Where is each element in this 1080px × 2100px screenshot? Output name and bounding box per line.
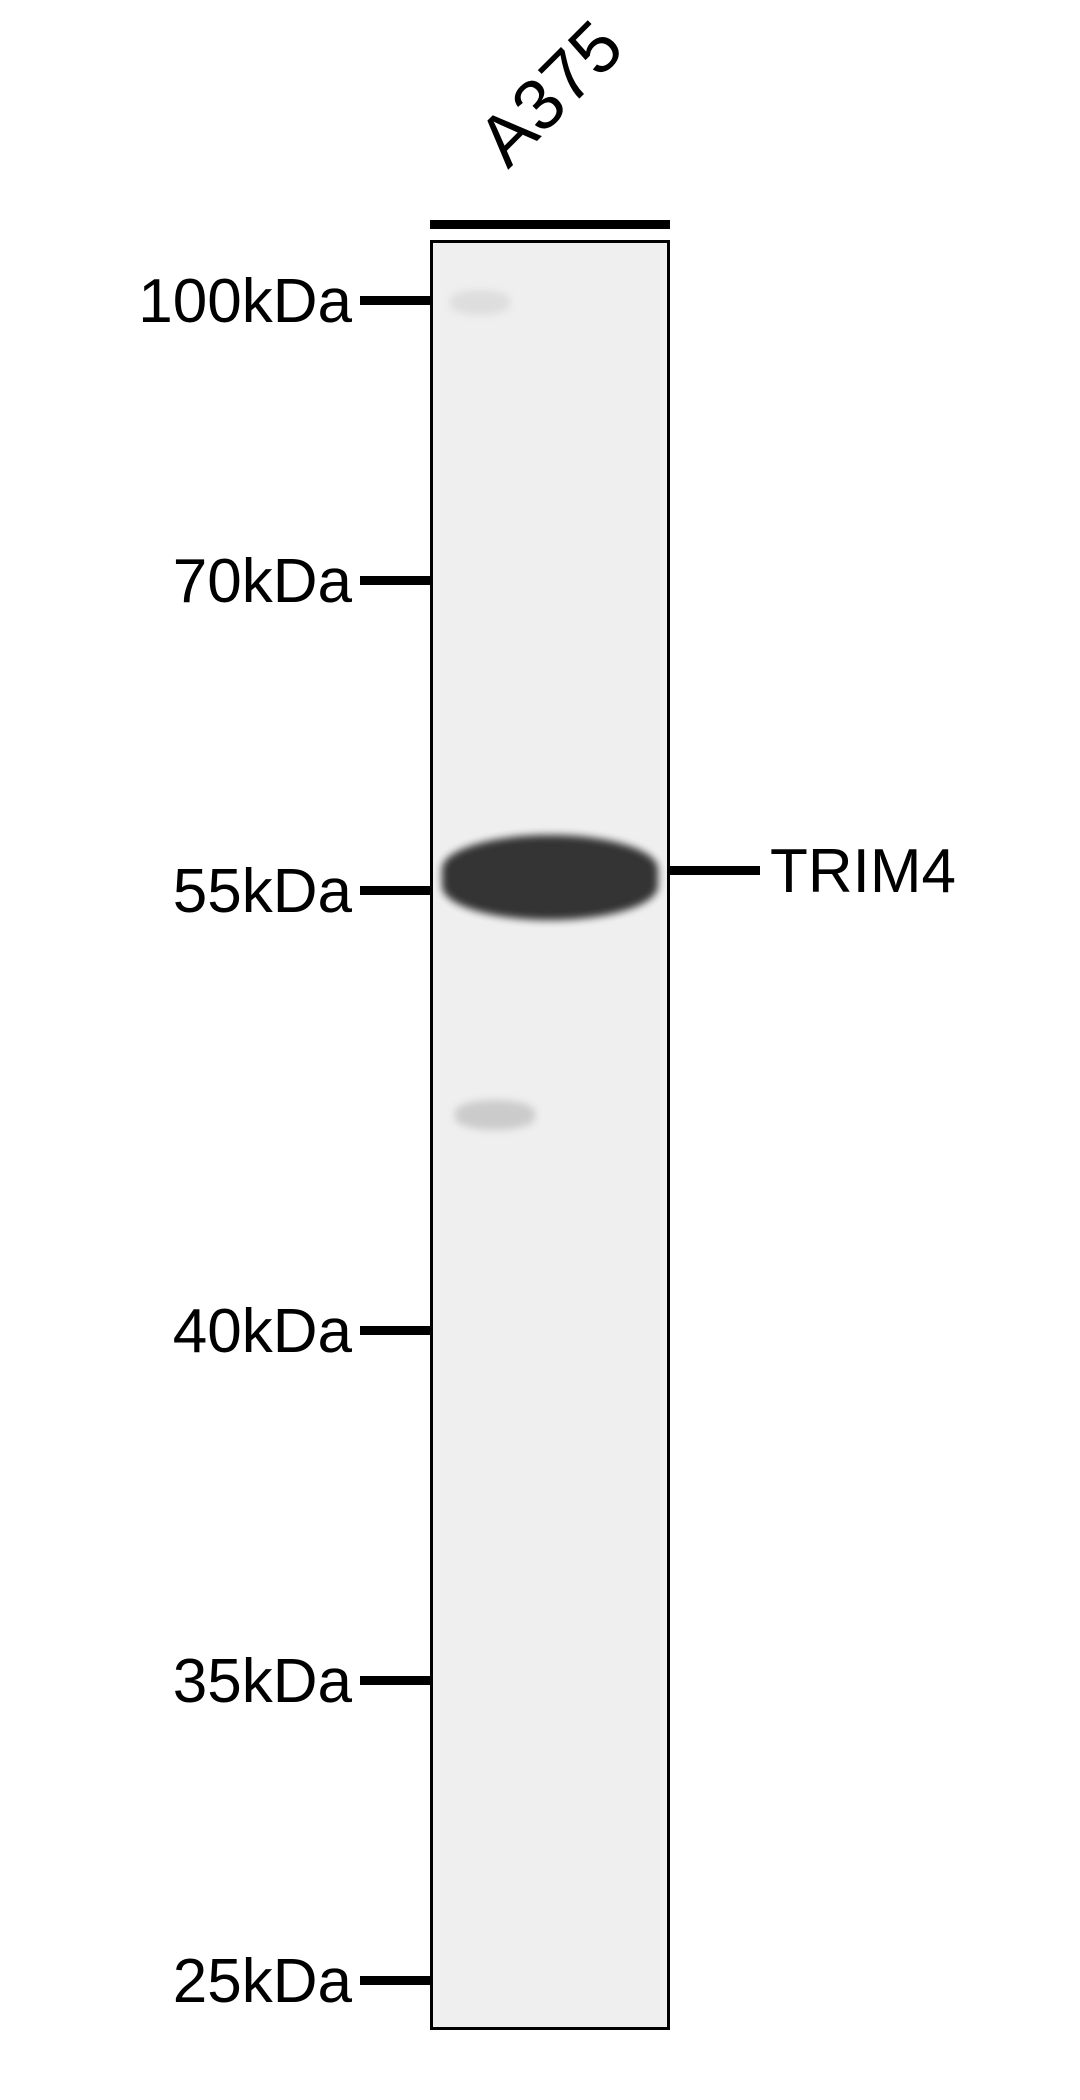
mw-label-0: 100kDa <box>138 266 352 337</box>
mw-tick-4 <box>360 1676 430 1685</box>
mw-label-1: 70kDa <box>173 546 352 617</box>
mw-tick-5 <box>360 1976 430 1985</box>
target-tick <box>670 866 760 875</box>
mw-tick-0 <box>360 296 430 305</box>
mw-tick-1 <box>360 576 430 585</box>
mw-tick-3 <box>360 1326 430 1335</box>
target-label: TRIM4 <box>770 836 956 907</box>
lane-underline <box>430 220 670 229</box>
mw-tick-2 <box>360 886 430 895</box>
band-2 <box>450 290 510 315</box>
mw-label-3: 40kDa <box>173 1296 352 1367</box>
mw-label-5: 25kDa <box>173 1946 352 2017</box>
lane-label: A375 <box>462 5 639 182</box>
band-1 <box>455 1100 535 1130</box>
mw-label-4: 35kDa <box>173 1646 352 1717</box>
blot-lane <box>430 240 670 2030</box>
band-0 <box>442 835 658 920</box>
mw-label-2: 55kDa <box>173 856 352 927</box>
